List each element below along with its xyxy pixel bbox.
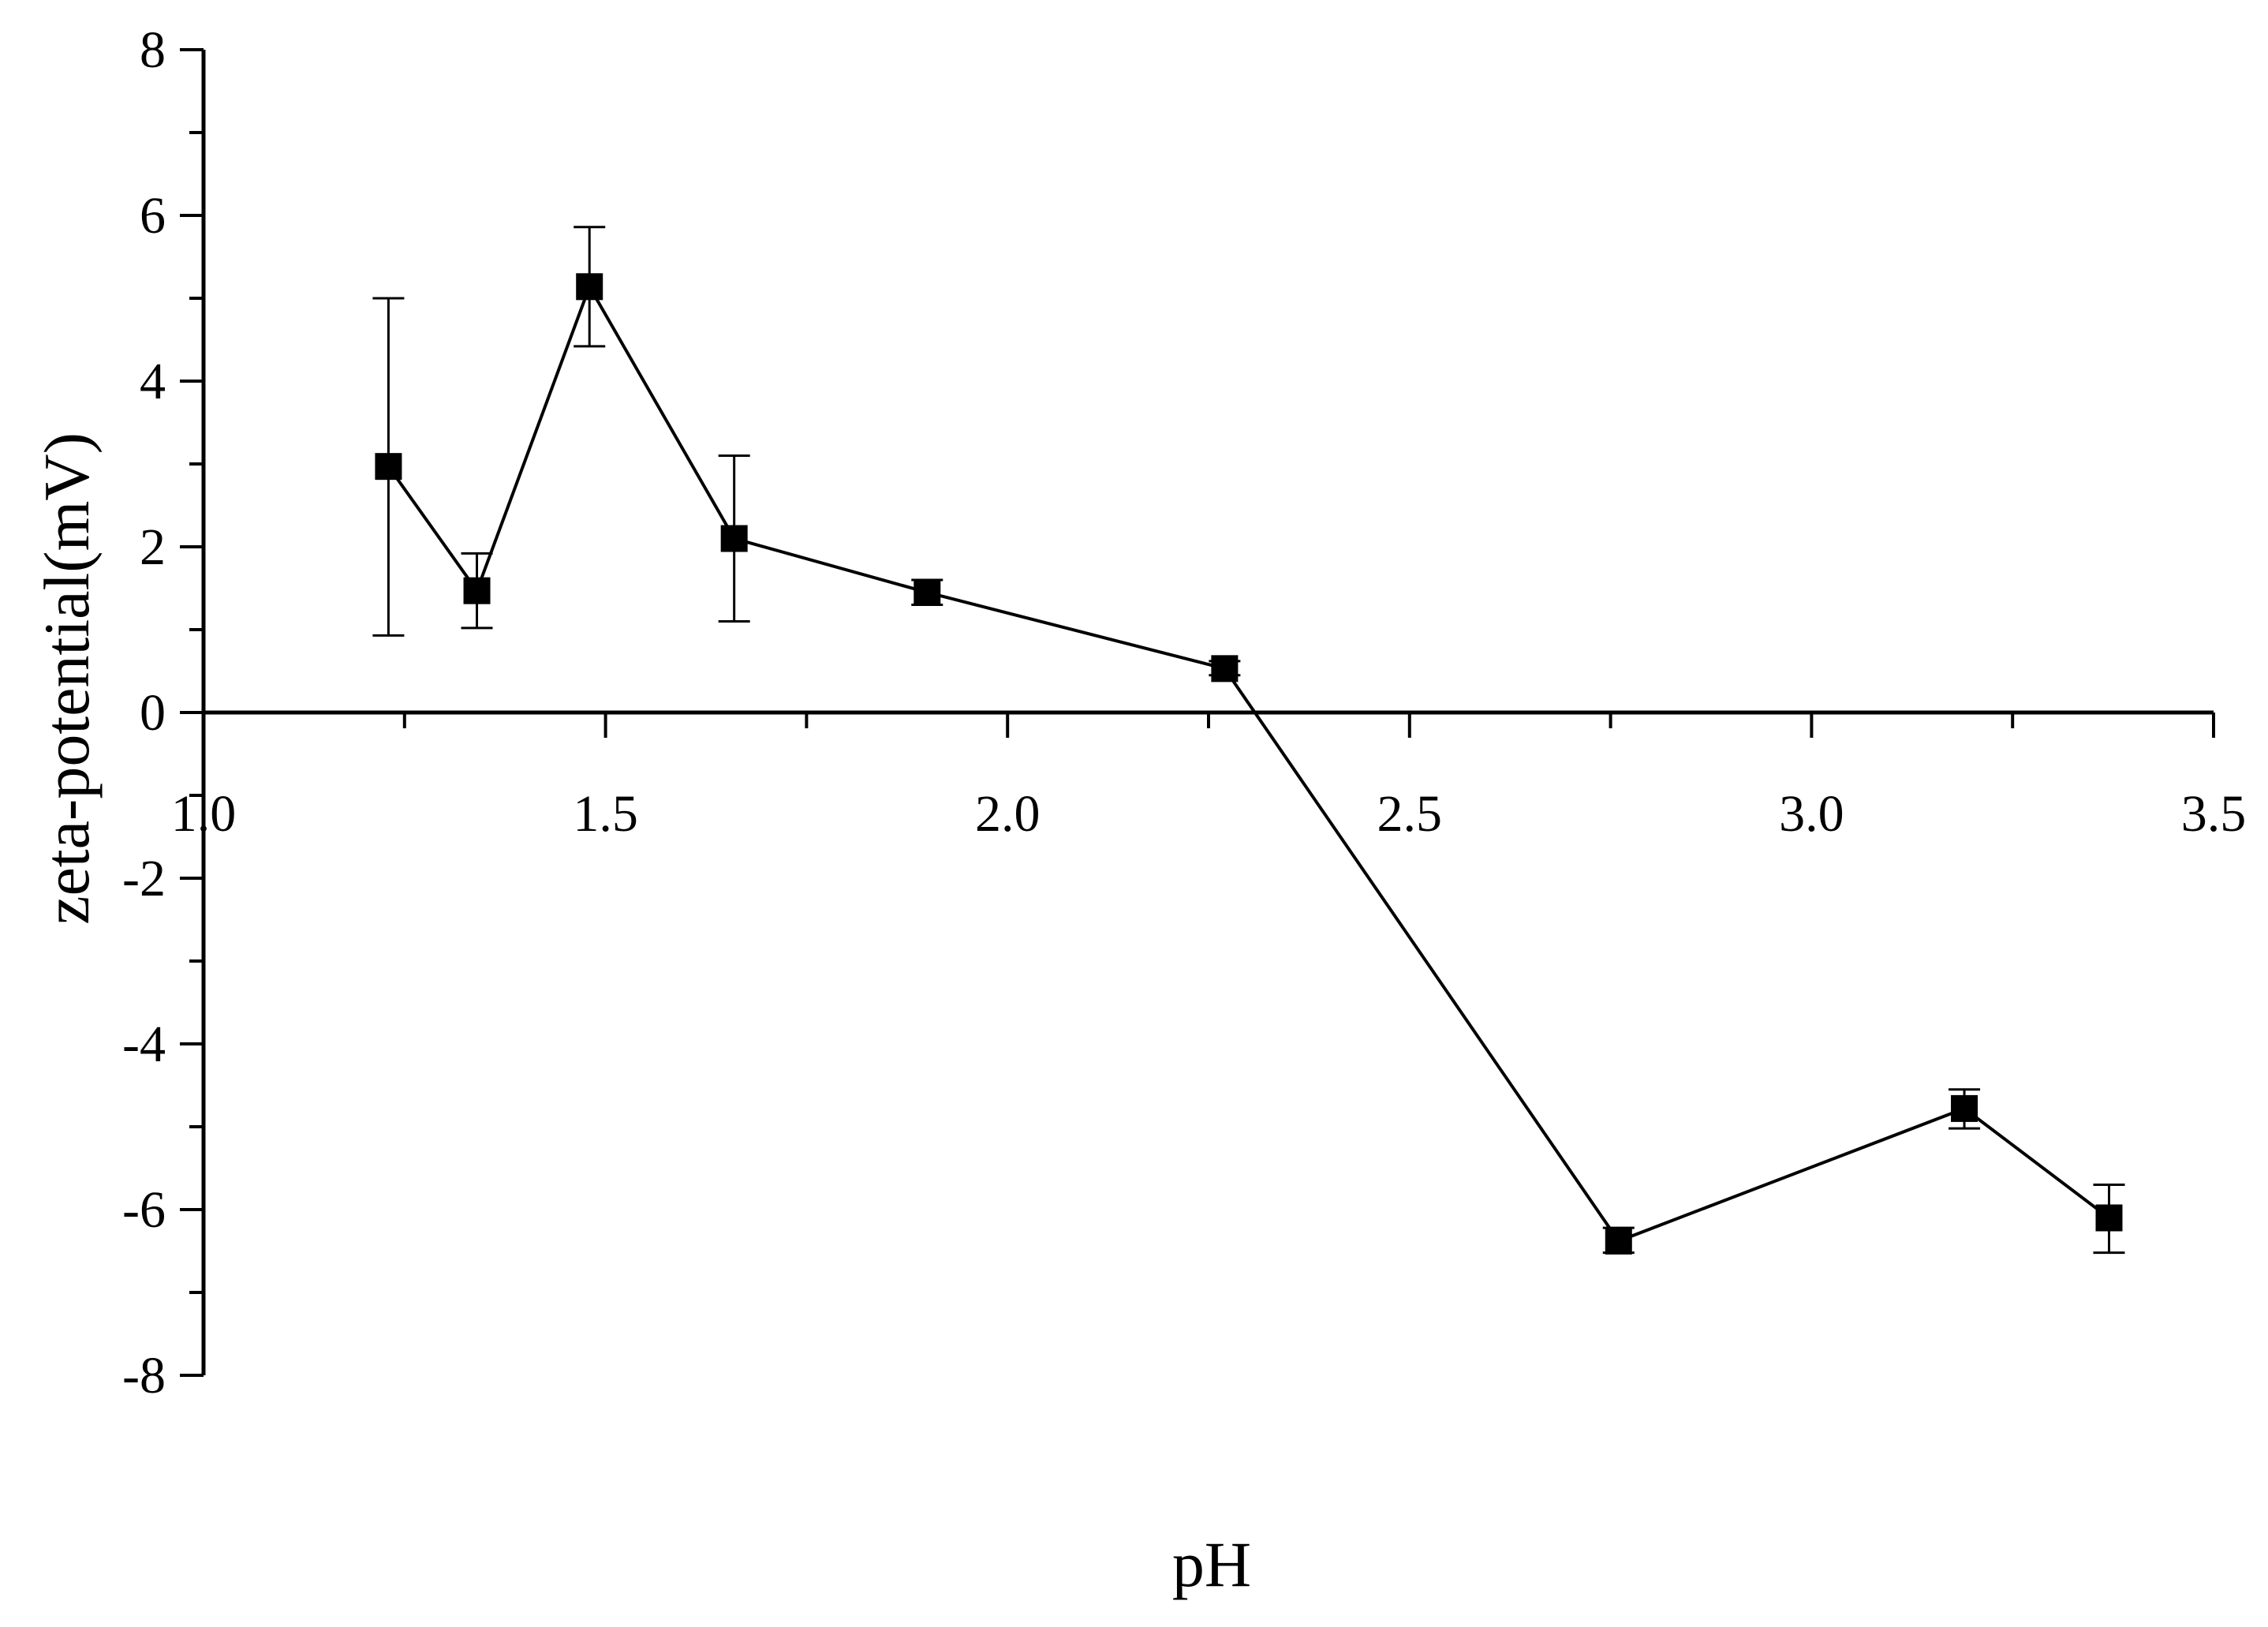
y-tick-label: 4 bbox=[140, 353, 166, 410]
y-tick-label: 6 bbox=[140, 187, 166, 245]
data-point bbox=[914, 578, 941, 606]
data-point bbox=[576, 273, 603, 301]
y-axis-title: zeta-potential(mV) bbox=[31, 432, 103, 925]
series-line bbox=[387, 282, 2110, 1244]
y-tick-label: 2 bbox=[140, 518, 166, 576]
x-tick-label: 1.5 bbox=[573, 785, 638, 843]
x-tick-label: 3.0 bbox=[1779, 785, 1844, 843]
data-point bbox=[720, 525, 748, 552]
y-tick-label: 8 bbox=[140, 21, 166, 79]
y-tick-label: 0 bbox=[140, 684, 166, 742]
x-tick-label: 2.0 bbox=[975, 785, 1041, 843]
y-tick-label: -6 bbox=[122, 1181, 166, 1239]
y-tick-label: -4 bbox=[122, 1015, 166, 1073]
ticks: -8 -6 -4 -2 0 2 4 6 8 1.0 1.5 2.0 2.5 3.0 3.5 bbox=[122, 21, 2246, 1404]
data-point bbox=[1605, 1227, 1632, 1255]
data-point bbox=[1951, 1094, 1978, 1122]
data-point bbox=[1211, 655, 1239, 683]
data-point bbox=[2095, 1204, 2123, 1232]
series bbox=[372, 226, 2125, 1255]
y-tick-label: -2 bbox=[122, 850, 166, 907]
x-tick-label: 3.5 bbox=[2181, 785, 2247, 843]
data-point bbox=[375, 453, 402, 481]
data-point bbox=[463, 577, 491, 604]
x-tick-label: 2.5 bbox=[1377, 785, 1443, 843]
x-axis-title: pH bbox=[1172, 1528, 1251, 1600]
y-tick-label: -8 bbox=[122, 1347, 166, 1404]
x-tick-label: 1.0 bbox=[171, 785, 237, 843]
